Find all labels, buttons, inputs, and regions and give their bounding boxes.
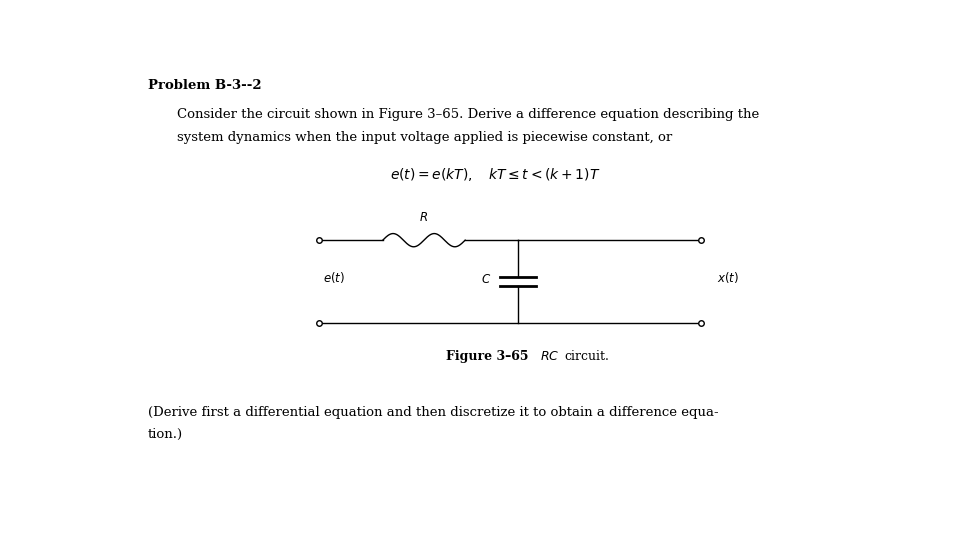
Text: $C$: $C$ bbox=[481, 273, 492, 286]
Text: Consider the circuit shown in Figure 3–65. Derive a difference equation describi: Consider the circuit shown in Figure 3–6… bbox=[177, 108, 759, 121]
Text: tion.): tion.) bbox=[148, 429, 183, 441]
Text: $e(t)$: $e(t)$ bbox=[323, 270, 345, 285]
Text: (Derive first a differential equation and then discretize it to obtain a differe: (Derive first a differential equation an… bbox=[148, 405, 719, 418]
Text: Figure 3–65: Figure 3–65 bbox=[446, 350, 529, 363]
Text: $R$: $R$ bbox=[419, 212, 429, 224]
Text: system dynamics when the input voltage applied is piecewise constant, or: system dynamics when the input voltage a… bbox=[177, 130, 672, 143]
Text: $x(t)$: $x(t)$ bbox=[718, 270, 740, 285]
Text: Problem B-3--2: Problem B-3--2 bbox=[148, 79, 262, 92]
Text: $e(t) = e(kT), \quad kT \leq t < (k + 1)T$: $e(t) = e(kT), \quad kT \leq t < (k + 1)… bbox=[390, 166, 600, 183]
Text: $RC$: $RC$ bbox=[540, 350, 559, 363]
Text: circuit.: circuit. bbox=[565, 350, 610, 363]
